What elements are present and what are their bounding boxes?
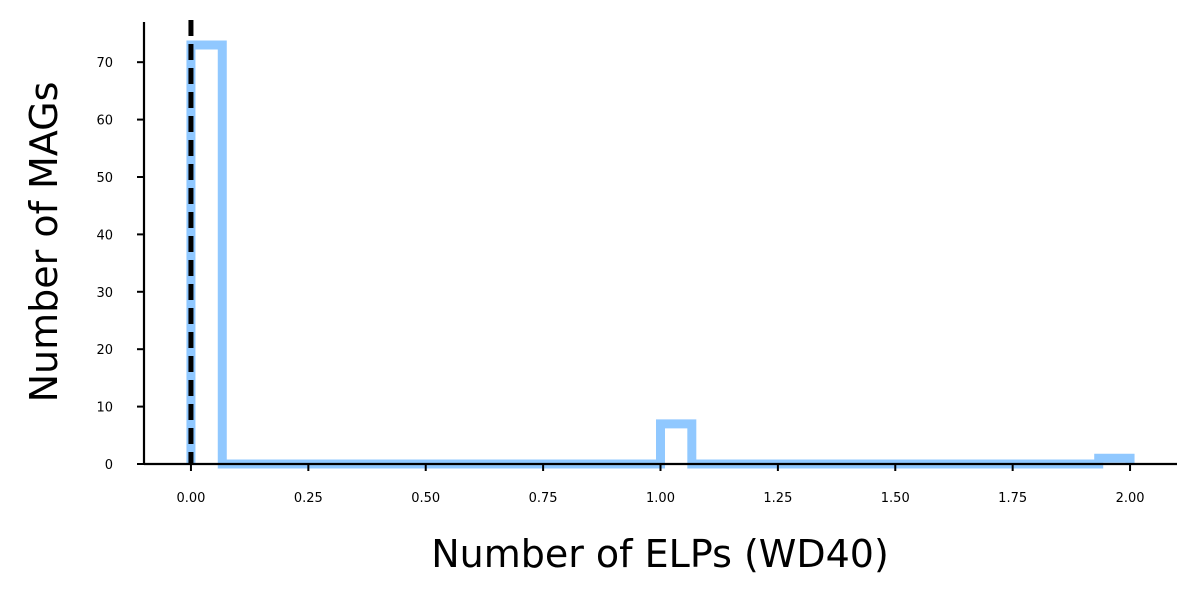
x-tick-label: 1.00 <box>646 491 675 506</box>
y-tick-label: 60 <box>96 114 113 129</box>
y-axis-ticks: 0 10 20 30 40 50 60 70 <box>96 56 144 473</box>
histogram-step-outline <box>186 40 1135 469</box>
x-axis-ticks: 0.00 0.25 0.50 0.75 1.00 1.25 1.50 1.75 2.00 <box>176 464 1145 506</box>
y-tick-label: 30 <box>96 286 113 301</box>
histogram-bin <box>661 424 692 464</box>
y-tick-label: 10 <box>96 401 113 416</box>
y-axis-title: Number of MAGs <box>22 82 66 403</box>
y-tick-label: 20 <box>96 343 113 358</box>
y-tick-label: 70 <box>96 56 113 71</box>
x-tick-label: 0.25 <box>294 491 323 506</box>
plot-area <box>186 20 1135 469</box>
y-tick-label: 50 <box>96 171 113 186</box>
x-tick-label: 0.00 <box>176 491 205 506</box>
x-tick-label: 1.75 <box>998 491 1027 506</box>
x-axis-title: Number of ELPs (WD40) <box>431 532 889 576</box>
x-tick-label: 1.25 <box>763 491 792 506</box>
y-tick-label: 0 <box>105 458 113 473</box>
x-tick-label: 1.50 <box>881 491 910 506</box>
y-tick-label: 40 <box>96 228 113 243</box>
histogram-bin <box>191 45 222 464</box>
x-tick-label: 0.75 <box>529 491 558 506</box>
x-tick-label: 0.50 <box>411 491 440 506</box>
x-tick-label: 2.00 <box>1116 491 1145 506</box>
